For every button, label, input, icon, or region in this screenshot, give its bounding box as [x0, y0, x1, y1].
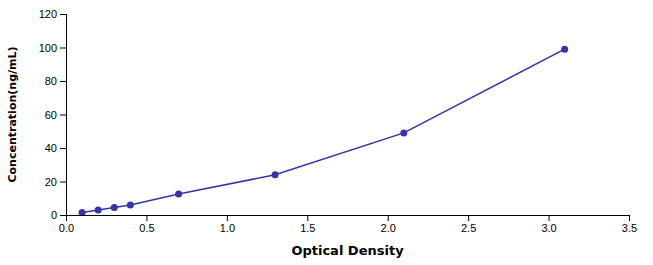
y-axis-tick: 0 [51, 209, 66, 221]
y-axis-tick: 60 [45, 109, 66, 121]
y-axis-line [60, 15, 67, 216]
x-axis-tick-label: 3.0 [541, 222, 556, 234]
x-axis-tick-mark [146, 215, 147, 221]
x-axis-tick-label: 1.5 [300, 222, 315, 234]
y-axis-tick-mark [60, 48, 66, 49]
y-axis-tick-mark [60, 182, 66, 183]
y-axis-tick-label: 40 [45, 142, 57, 154]
point [111, 204, 118, 211]
y-axis-tick-label: 20 [45, 176, 57, 188]
x-axis-tick-label: 1.0 [220, 222, 235, 234]
x-axis-tick-label: 3.5 [622, 222, 637, 234]
y-axis-tick-mark [60, 115, 66, 116]
x-axis-tick: 3.5 [622, 215, 637, 234]
y-axis-tick-label: 60 [45, 109, 57, 121]
y-axis-tick-mark [60, 81, 66, 82]
chart: 0.0 0.5 1.0 1.5 2.0 2.5 3.0 3.5 0 20 40 60 80 100 120 O… [0, 0, 653, 265]
point [95, 206, 102, 213]
y-axis-tick: 80 [45, 75, 66, 87]
x-axis-tick-mark [549, 215, 550, 221]
y-axis-tick: 40 [45, 142, 66, 154]
x-axis-tick-label: 2.5 [461, 222, 476, 234]
x-axis-tick: 1.5 [300, 215, 315, 234]
x-axis-title: Optical Density [291, 243, 404, 258]
x-axis-tick-mark [468, 215, 469, 221]
point [561, 46, 568, 53]
y-axis-tick-label: 80 [45, 75, 57, 87]
x-axis-tick-label: 0.5 [139, 222, 154, 234]
y-axis-title: Concentration(ng/mL) [6, 46, 19, 182]
x-axis-tick: 0.0 [59, 215, 74, 234]
point [272, 171, 279, 178]
x-axis-tick: 1.0 [220, 215, 235, 234]
x-axis-tick: 2.0 [381, 215, 396, 234]
y-axis-tick-label: 0 [51, 209, 57, 221]
y-axis-tick: 120 [39, 8, 66, 20]
x-axis-tick-label: 2.0 [381, 222, 396, 234]
y-axis-tick-mark [60, 148, 66, 149]
point [127, 201, 134, 208]
x-axis-tick-mark [629, 215, 630, 221]
x-axis-tick-label: 0.0 [59, 222, 74, 234]
y-axis-tick-label: 100 [39, 42, 57, 54]
y-axis-tick-mark [60, 14, 66, 15]
point [79, 209, 86, 215]
x-axis-tick-mark [307, 215, 308, 221]
x-axis-tick: 0.5 [139, 215, 154, 234]
point [400, 129, 407, 136]
y-axis: 0 20 40 60 80 100 120 [39, 8, 67, 221]
x-axis-tick-mark [227, 215, 228, 221]
x-axis-tick-mark [388, 215, 389, 221]
series [79, 46, 569, 215]
line [82, 49, 565, 212]
x-axis-line [67, 216, 630, 222]
y-axis-tick-label: 120 [39, 8, 57, 20]
y-axis-tick: 20 [45, 176, 66, 188]
x-axis-tick: 2.5 [461, 215, 476, 234]
x-axis: 0.0 0.5 1.0 1.5 2.0 2.5 3.0 3.5 [59, 215, 637, 234]
plot-area: 0.0 0.5 1.0 1.5 2.0 2.5 3.0 3.5 0 20 40 60 80 100 120 [39, 8, 638, 234]
y-axis-tick: 100 [39, 42, 66, 54]
point [175, 191, 182, 198]
x-axis-tick: 3.0 [541, 215, 556, 234]
y-axis-tick-mark [60, 215, 66, 216]
